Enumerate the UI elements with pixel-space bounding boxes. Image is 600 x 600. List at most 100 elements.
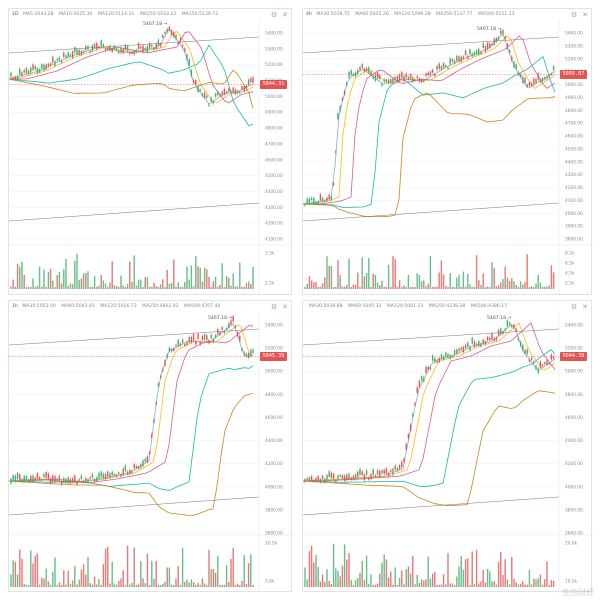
volume-bar [232, 273, 234, 289]
volume-bar [89, 286, 91, 289]
candle-body [462, 346, 465, 353]
candle-body [91, 473, 94, 478]
volume-bar [396, 286, 399, 289]
candle-body [502, 29, 504, 35]
candle-body [146, 46, 149, 53]
volume-bar [352, 584, 355, 587]
volume-bar [458, 566, 460, 587]
volume-bar [462, 271, 465, 289]
candle-body [458, 56, 460, 62]
chart-panel-bottom-right: 5400.00 5200.00 5000.00 4800.00 4600.00 4400.… [302, 300, 593, 593]
volume-tick-label: 5.0k [265, 579, 275, 585]
close-icon[interactable]: ✕ [282, 11, 288, 19]
volume-bar [447, 553, 449, 587]
volume-bar [513, 578, 515, 587]
volume-bar [321, 574, 324, 587]
volume-bar [456, 277, 458, 289]
trendline [303, 202, 560, 222]
volume-tick-label: 2.5k [265, 281, 275, 287]
price-tick-label: 4700.00 [265, 141, 283, 147]
candle-body [120, 47, 122, 54]
candle-body [330, 472, 333, 478]
volume-bar [120, 275, 122, 289]
candle-body [451, 355, 454, 358]
volume-bar [451, 286, 454, 289]
volume-bar [181, 286, 184, 289]
candle-body [135, 49, 138, 53]
volume-bar [122, 570, 124, 587]
volume-bar [32, 563, 34, 587]
volume-bar [104, 283, 107, 289]
gear-icon[interactable]: ⚙ [570, 11, 578, 19]
gear-icon[interactable]: ⚙ [570, 303, 578, 311]
volume-bar [113, 583, 116, 587]
volume-bar [175, 578, 177, 587]
volume-bar [414, 584, 416, 587]
volume-bar [137, 279, 140, 289]
volume-bar [243, 286, 245, 289]
volume-bar [133, 255, 135, 289]
volume-bar [177, 566, 179, 587]
volume-bar [370, 286, 372, 289]
volume-bar [199, 584, 201, 587]
volume-bar [111, 261, 113, 289]
candle-body [495, 37, 498, 42]
close-icon[interactable]: ✕ [582, 11, 588, 19]
volume-bar [425, 286, 427, 289]
candle-body [409, 74, 412, 79]
trendline [9, 202, 260, 222]
volume-bar [519, 281, 522, 289]
close-icon[interactable]: ✕ [582, 303, 588, 311]
volume-bar [54, 557, 56, 587]
volume-bar [442, 274, 445, 289]
volume-bar [495, 584, 498, 587]
legend-ma60: MA60:5005.32 [347, 304, 382, 309]
candle-body [78, 50, 80, 55]
volume-bar [381, 280, 383, 289]
legend-ma120: MA120:5001.23 [386, 304, 424, 309]
candle-body [385, 79, 388, 82]
ma-line [303, 390, 556, 507]
volume-bar [12, 279, 14, 289]
candle-body [319, 479, 322, 483]
volume-bar [219, 584, 221, 587]
volume-bar [197, 582, 199, 587]
candle-body [332, 473, 335, 479]
gear-icon[interactable]: ⚙ [270, 11, 278, 19]
volume-bar [58, 271, 61, 289]
volume-bar [379, 573, 381, 587]
volume-bar [96, 584, 98, 587]
candle-body [317, 201, 319, 205]
legend-ma500: MA500:4386.17 [470, 304, 508, 309]
price-tick-label: 5400.00 [265, 31, 283, 37]
volume-bar [43, 269, 45, 289]
volume-bar [354, 580, 357, 587]
candle-body [354, 72, 357, 77]
gear-icon[interactable]: ⚙ [270, 303, 278, 311]
candle-body [234, 325, 237, 328]
volume-bar [541, 584, 544, 587]
candle-body [359, 468, 361, 475]
candle-body [241, 86, 243, 90]
candle-body [126, 471, 129, 475]
chart-panel-bottom-left: 5400.00 5200.00 5000.00 4800.00 4600.00 4400.… [8, 300, 293, 593]
candle-body [155, 43, 157, 49]
volume-bar [374, 584, 377, 587]
volume-bar [135, 584, 138, 587]
candle-body [93, 479, 96, 482]
candle-body [405, 443, 407, 450]
candle-body [495, 337, 498, 341]
candle-body [166, 354, 168, 358]
candle-body [181, 45, 184, 47]
candle-body [221, 91, 223, 95]
candle-body [80, 475, 83, 480]
volume-bar [500, 282, 502, 289]
volume-bar [416, 273, 418, 289]
volume-bar [500, 551, 502, 587]
volume-bar [427, 283, 429, 289]
volume-bar [324, 277, 326, 289]
volume-bar [473, 286, 476, 289]
close-icon[interactable]: ✕ [282, 303, 288, 311]
volume-bar [390, 286, 392, 289]
candle-body [151, 44, 153, 47]
